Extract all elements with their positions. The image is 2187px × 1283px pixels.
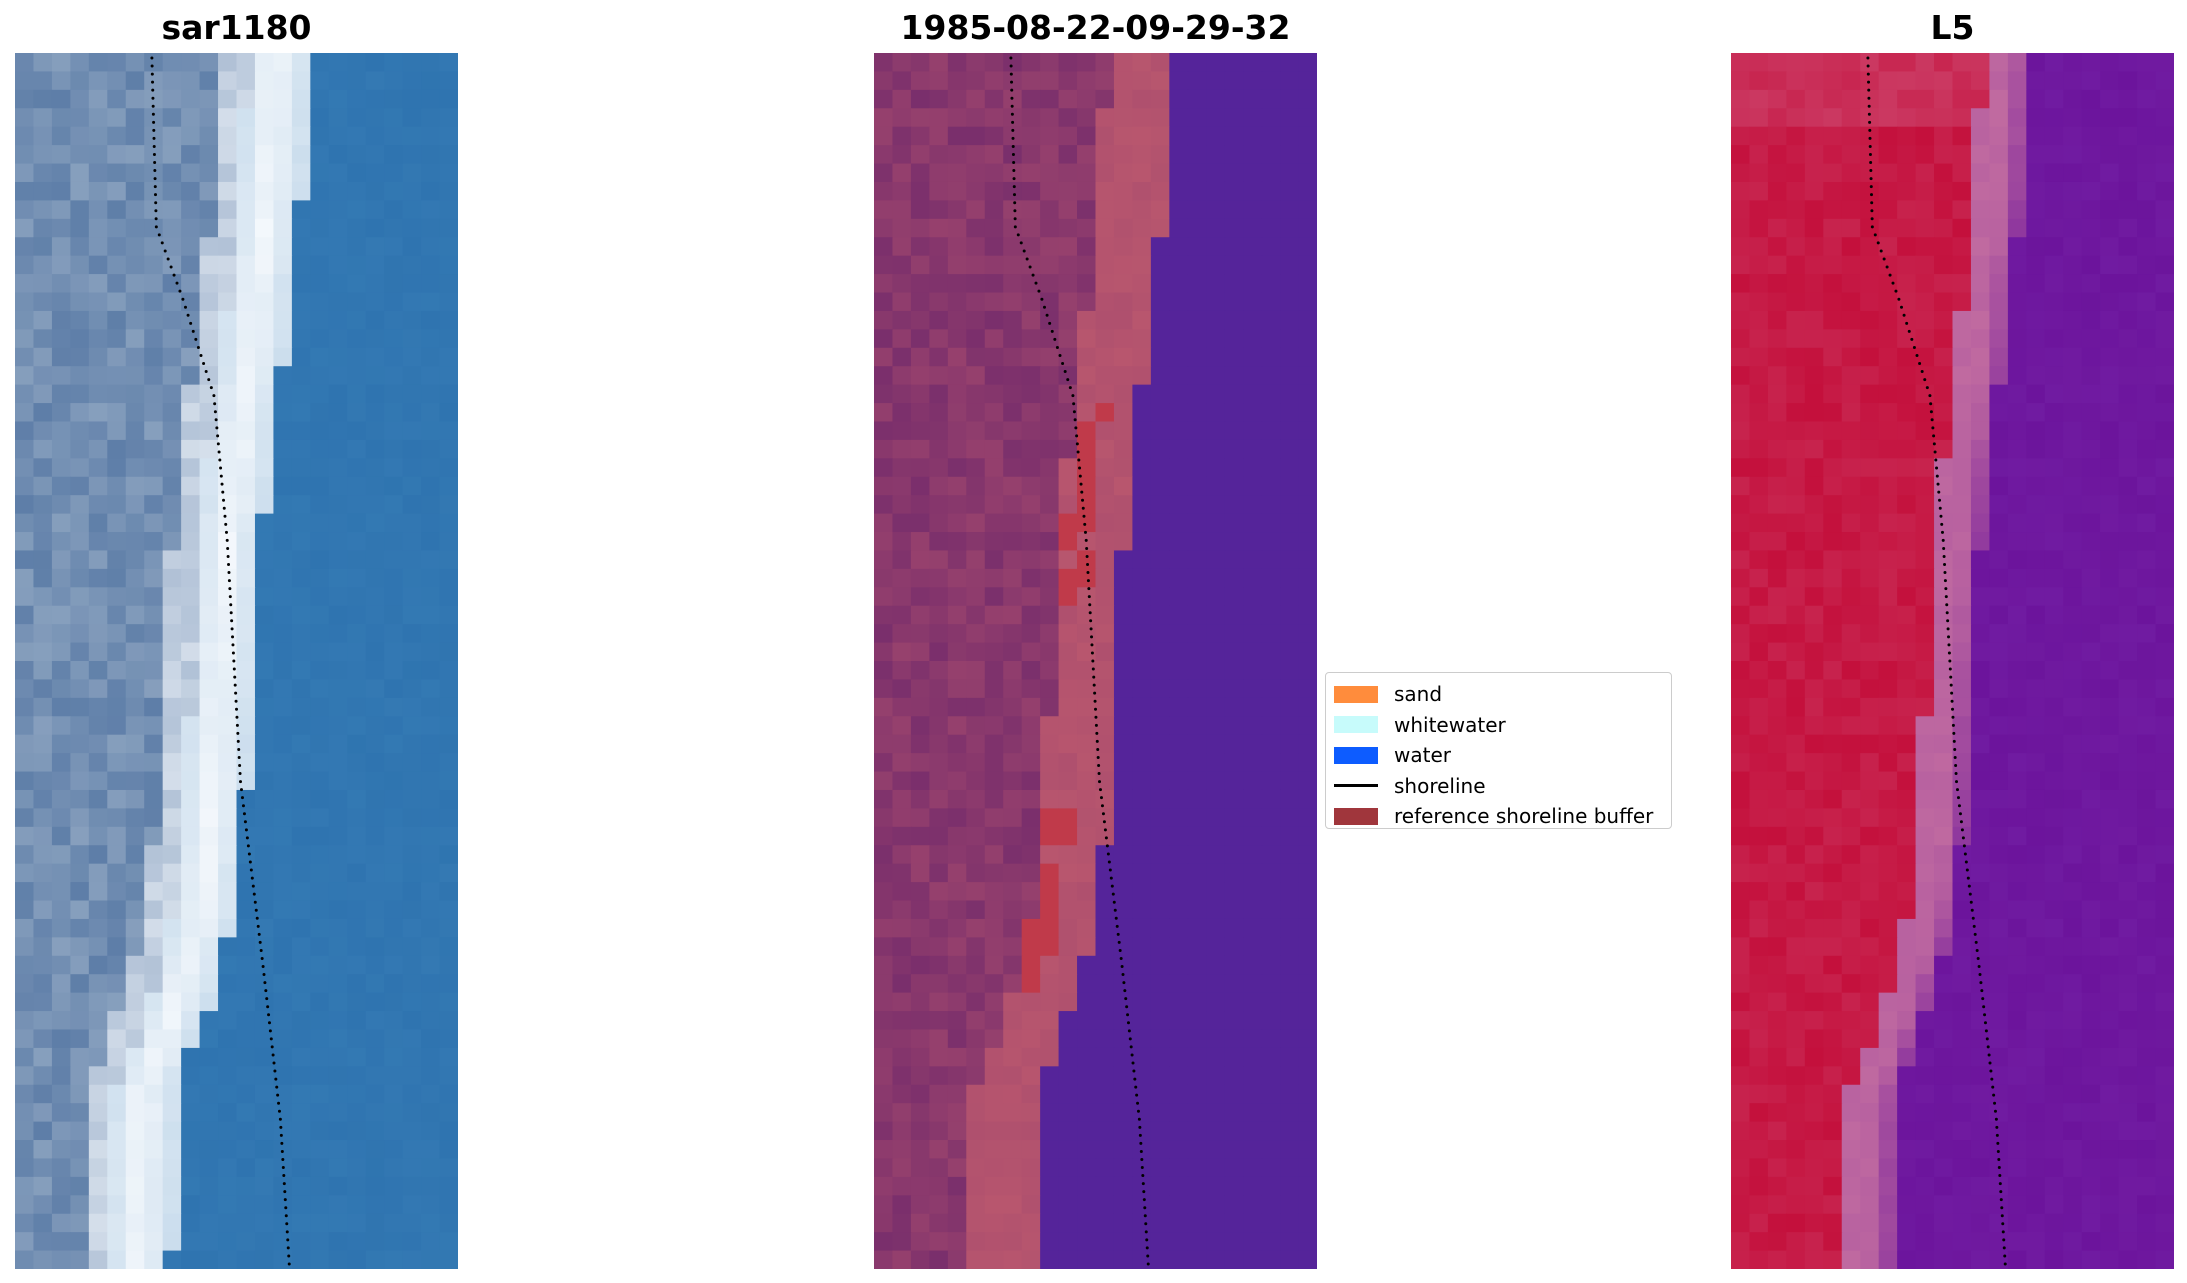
rgb-pixels <box>15 53 458 1269</box>
ndwi-image-panel <box>1731 53 2174 1269</box>
legend-label: whitewater <box>1394 712 1506 737</box>
legend-label: shoreline <box>1394 773 1486 798</box>
shoreline-dots <box>1009 56 1150 1266</box>
panel-title-ndwi: L5 <box>1930 8 1975 47</box>
panel-title-rgb: sar1180 <box>161 8 312 47</box>
rgb-image-panel <box>15 53 458 1269</box>
ndwi-pixels <box>1731 53 2174 1269</box>
water-swatch <box>1334 746 1378 764</box>
legend-label: water <box>1394 743 1451 768</box>
panel-title-classified: 1985-08-22-09-29-32 <box>900 8 1291 47</box>
classified-satellite-image <box>874 53 1317 1269</box>
rgb-satellite-image <box>15 53 458 1269</box>
shoreline-line-swatch <box>1334 784 1378 788</box>
legend-item-water: water <box>1334 740 1663 771</box>
legend-label: sand <box>1394 682 1443 707</box>
sand-swatch <box>1334 685 1378 703</box>
legend-label: reference shoreline buffer <box>1394 804 1654 829</box>
shoreline-dots <box>150 56 291 1266</box>
legend-item-reference-buffer: reference shoreline buffer <box>1334 801 1663 832</box>
legend-item-shoreline: shoreline <box>1334 771 1663 802</box>
class-pixels <box>874 53 1317 1269</box>
legend-item-whitewater: whitewater <box>1334 710 1663 741</box>
legend: sand whitewater water shoreline referenc… <box>1325 672 1672 829</box>
whitewater-swatch <box>1334 716 1378 734</box>
classified-image-panel <box>874 53 1317 1269</box>
ndwi-satellite-image <box>1731 53 2174 1269</box>
legend-item-sand: sand <box>1334 679 1663 710</box>
reference-buffer-swatch <box>1334 807 1378 825</box>
shoreline-dots <box>1866 56 2007 1266</box>
